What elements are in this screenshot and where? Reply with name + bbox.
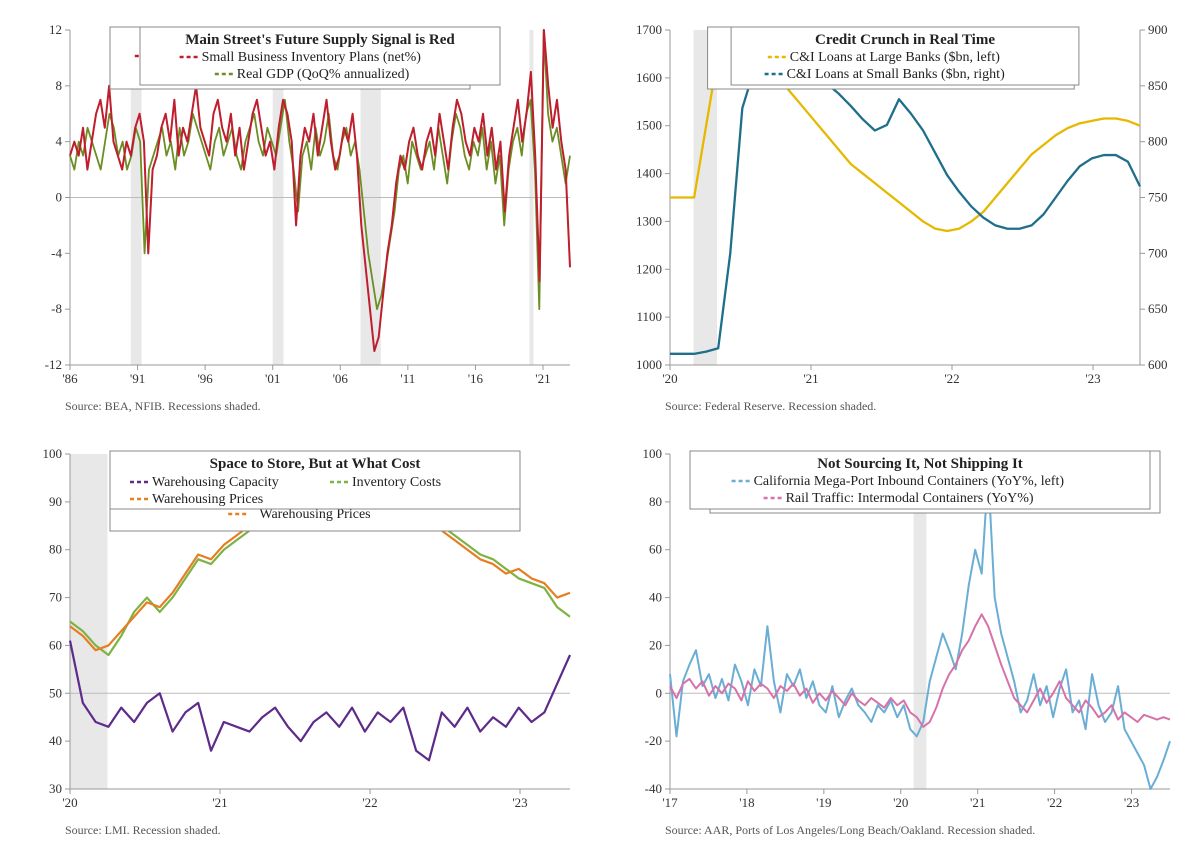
svg-text:90: 90	[49, 494, 62, 509]
svg-text:1700: 1700	[636, 22, 662, 37]
svg-text:1600: 1600	[636, 70, 662, 85]
svg-text:'22: '22	[1047, 795, 1062, 810]
chart-credit-crunch: 1000 1100 1200 1300 1400 1500 1600 1700 600 650 70…	[625, 20, 1185, 390]
svg-text:60: 60	[649, 542, 662, 557]
svg-text:'20: '20	[893, 795, 908, 810]
svg-text:'91: '91	[130, 371, 145, 386]
svg-text:'11: '11	[400, 371, 415, 386]
panel-shipping: -40 -20 0 20 40 60 80 100 '17 '18 '19 '20 '21 '22 '23 N…	[625, 444, 1185, 838]
svg-text:800: 800	[1148, 134, 1168, 149]
svg-text:'19: '19	[816, 795, 831, 810]
source-note-3: Source: LMI. Recession shaded.	[65, 823, 585, 838]
svg-text:'21: '21	[212, 795, 227, 810]
chart-main-street: -12 -8 -4 0 4 8 12 '86 '91 '96 '01 '06 '11 '16 '21 Main…	[25, 20, 585, 390]
svg-text:4: 4	[56, 134, 63, 149]
svg-text:'23: '23	[1124, 795, 1139, 810]
svg-text:'96: '96	[197, 371, 213, 386]
svg-text:1100: 1100	[636, 309, 662, 324]
source-note-2: Source: Federal Reserve. Recession shade…	[665, 399, 1185, 414]
svg-text:850: 850	[1148, 78, 1168, 93]
svg-text:'17: '17	[662, 795, 678, 810]
panel-credit-crunch: 1000 1100 1200 1300 1400 1500 1600 1700 600 650 70…	[625, 20, 1185, 414]
svg-text:100: 100	[643, 446, 663, 461]
svg-text:-8: -8	[51, 301, 62, 316]
svg-text:'22: '22	[944, 371, 959, 386]
svg-text:'01: '01	[265, 371, 280, 386]
svg-text:Space to Store, But at What Co: Space to Store, But at What Cost	[210, 456, 421, 472]
svg-text:Warehousing Capacity: Warehousing Capacity	[152, 475, 279, 490]
svg-text:-40: -40	[645, 781, 662, 796]
svg-text:1200: 1200	[636, 261, 662, 276]
svg-text:'23: '23	[1085, 371, 1100, 386]
svg-text:80: 80	[49, 542, 62, 557]
svg-text:750: 750	[1148, 190, 1168, 205]
svg-text:'21: '21	[535, 371, 550, 386]
svg-text:Warehousing Prices: Warehousing Prices	[152, 492, 263, 507]
svg-text:California Mega-Port Inbound C: California Mega-Port Inbound Containers …	[754, 474, 1065, 489]
svg-text:70: 70	[49, 590, 62, 605]
svg-text:Rail Traffic: Intermodal Conta: Rail Traffic: Intermodal Containers (YoY…	[786, 491, 1034, 506]
svg-text:C&I Loans at Small Banks ($bn,: C&I Loans at Small Banks ($bn, right)	[787, 67, 1005, 82]
svg-text:0: 0	[56, 190, 63, 205]
svg-text:-4: -4	[51, 245, 62, 260]
svg-text:900: 900	[1148, 22, 1168, 37]
svg-text:40: 40	[649, 590, 662, 605]
svg-text:700: 700	[1148, 245, 1168, 260]
svg-text:'21: '21	[803, 371, 818, 386]
svg-text:Main Street's Future Supply Si: Main Street's Future Supply Signal is Re…	[185, 32, 455, 48]
svg-text:'22: '22	[362, 795, 377, 810]
svg-text:Not Sourcing It, Not Shipping: Not Sourcing It, Not Shipping It	[817, 456, 1023, 472]
svg-text:1400: 1400	[636, 166, 662, 181]
svg-text:'06: '06	[333, 371, 349, 386]
svg-text:40: 40	[49, 733, 62, 748]
panel-warehousing: 30 40 50 60 70 80 90 100 '20 '21 '22 '23 Space to St…	[25, 444, 585, 838]
svg-text:-12: -12	[45, 357, 62, 372]
svg-text:'20: '20	[662, 371, 677, 386]
svg-text:'20: '20	[62, 795, 77, 810]
source-note-1: Source: BEA, NFIB. Recessions shaded.	[65, 399, 585, 414]
svg-text:650: 650	[1148, 301, 1168, 316]
svg-text:80: 80	[649, 494, 662, 509]
svg-text:'86: '86	[62, 371, 78, 386]
svg-text:600: 600	[1148, 357, 1168, 372]
svg-text:1500: 1500	[636, 118, 662, 133]
svg-text:'16: '16	[468, 371, 484, 386]
svg-text:50: 50	[49, 685, 62, 700]
svg-text:Small Business Inventory Plans: Small Business Inventory Plans (net%)	[202, 50, 422, 65]
svg-text:C&I Loans at Large Banks ($bn,: C&I Loans at Large Banks ($bn, left)	[790, 50, 1000, 65]
svg-text:8: 8	[56, 78, 63, 93]
chart-shipping: -40 -20 0 20 40 60 80 100 '17 '18 '19 '20 '21 '22 '23 N…	[625, 444, 1185, 814]
svg-text:Real GDP (QoQ% annualized): Real GDP (QoQ% annualized)	[237, 67, 410, 82]
svg-text:30: 30	[49, 781, 62, 796]
svg-text:1300: 1300	[636, 213, 662, 228]
svg-text:'18: '18	[739, 795, 754, 810]
svg-text:1000: 1000	[636, 357, 662, 372]
svg-text:Inventory Costs: Inventory Costs	[352, 475, 441, 490]
chart-warehousing: 30 40 50 60 70 80 90 100 '20 '21 '22 '23 Space to St…	[25, 444, 585, 814]
svg-text:100: 100	[43, 446, 63, 461]
svg-text:Credit Crunch in Real Time: Credit Crunch in Real Time	[815, 32, 995, 48]
svg-text:-20: -20	[645, 733, 662, 748]
svg-text:20: 20	[649, 637, 662, 652]
source-note-4: Source: AAR, Ports of Los Angeles/Long B…	[665, 823, 1185, 838]
panel-main-street: -12 -8 -4 0 4 8 12 '86 '91 '96 '01 '06 '11 '16 '21 Main…	[25, 20, 585, 414]
svg-text:'23: '23	[512, 795, 527, 810]
svg-text:12: 12	[49, 22, 62, 37]
svg-text:60: 60	[49, 637, 62, 652]
svg-text:'21: '21	[970, 795, 985, 810]
svg-text:0: 0	[656, 685, 663, 700]
